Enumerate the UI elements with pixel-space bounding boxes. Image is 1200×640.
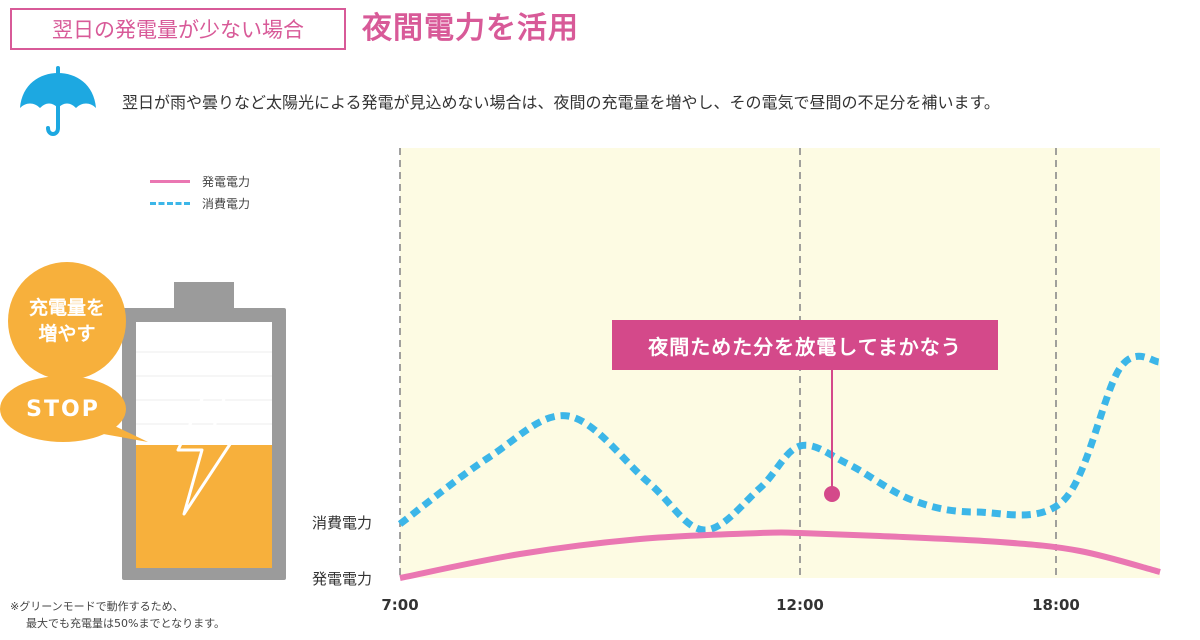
legend-label-generation: 発電電力 bbox=[202, 174, 251, 189]
series-line-consumption bbox=[397, 352, 1161, 534]
legend-label-consumption: 消費電力 bbox=[202, 196, 251, 211]
stop-bubble: STOP bbox=[0, 376, 160, 456]
increase-charge-bubble: 充電量を増やす bbox=[8, 262, 126, 380]
chart-legend: 発電電力 消費電力 bbox=[150, 170, 250, 214]
generation-line-swatch bbox=[150, 179, 190, 183]
y-label-generation: 発電電力 bbox=[312, 570, 373, 588]
intro-text: 翌日が雨や曇りなど太陽光による発電が見込めない場合は、夜間の充電量を増やし、その… bbox=[122, 93, 1000, 112]
battery-illustration bbox=[122, 282, 286, 580]
legend-item-consumption: 消費電力 bbox=[150, 192, 250, 214]
footnote-line-2: 最大でも充電量は50%までとなります。 bbox=[26, 617, 226, 630]
y-label-consumption: 消費電力 bbox=[312, 514, 373, 532]
x-tick-18: 18:00 bbox=[1032, 596, 1080, 614]
power-chart: 消費電力 発電電力 7:00 12:00 18:00 夜間ためた分を放電してまか… bbox=[300, 140, 1180, 620]
series-line-generation bbox=[399, 529, 1161, 581]
umbrella-icon bbox=[20, 66, 96, 136]
consumption-line-swatch bbox=[150, 201, 190, 205]
condition-tag-label: 翌日の発電量が少ない場合 bbox=[52, 18, 304, 42]
legend-item-generation: 発電電力 bbox=[150, 170, 250, 192]
discharge-callout: 夜間ためた分を放電してまかなう bbox=[612, 320, 998, 370]
footnote: ※グリーンモードで動作するため、 最大でも充電量は50%までとなります。 bbox=[10, 598, 225, 632]
footnote-line-1: ※グリーンモードで動作するため、 bbox=[10, 600, 184, 613]
stop-label: STOP bbox=[26, 396, 100, 422]
stop-bubble-body: STOP bbox=[0, 376, 126, 442]
callout-marker-point bbox=[824, 486, 840, 502]
page-title: 夜間電力を活用 bbox=[362, 11, 579, 46]
chart-plot bbox=[397, 148, 1161, 581]
x-tick-12: 12:00 bbox=[776, 596, 824, 614]
condition-tag: 翌日の発電量が少ない場合 bbox=[10, 8, 346, 50]
increase-charge-label: 充電量を増やす bbox=[28, 297, 105, 345]
battery-charge-level bbox=[136, 445, 272, 568]
x-tick-7: 7:00 bbox=[381, 596, 419, 614]
